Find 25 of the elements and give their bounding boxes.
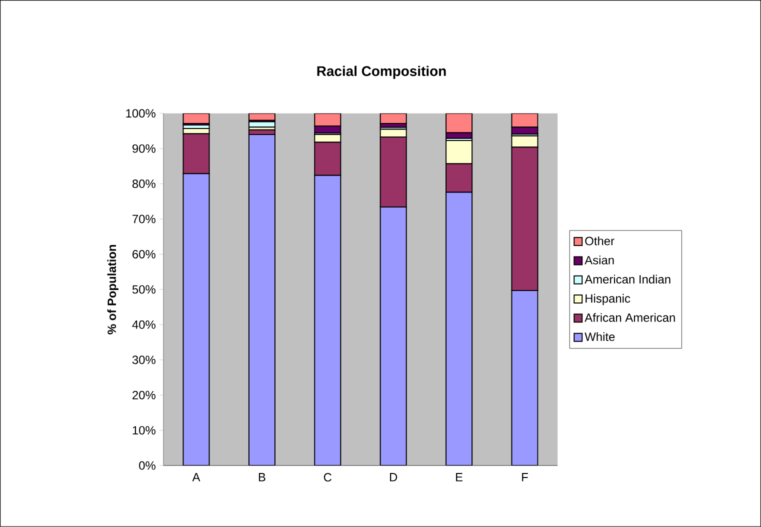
y-tick-label: 40% — [132, 320, 156, 329]
legend-label: American Indian — [584, 274, 670, 284]
x-tick-label: C — [324, 473, 332, 482]
y-tick-label: 60% — [132, 250, 156, 259]
x-tick-label: E — [456, 473, 463, 482]
x-tick-label: F — [522, 473, 528, 482]
chart-title: Racial Composition — [317, 66, 446, 79]
legend-label: African American — [584, 313, 675, 322]
legend-label: Other — [585, 236, 614, 246]
y-tick-label: 50% — [132, 285, 156, 294]
y-tick-label: 20% — [132, 390, 156, 400]
y-tick-label: 80% — [132, 180, 156, 188]
y-tick-label: 90% — [132, 144, 156, 153]
y-axis-title: % of Population — [107, 245, 118, 334]
legend-label: Hispanic — [586, 294, 630, 306]
y-tick-label: 70% — [132, 214, 156, 224]
x-tick-label: B — [258, 473, 266, 482]
x-tick-label: D — [390, 473, 398, 482]
legend-label: White — [584, 332, 615, 342]
y-tick-label: 10% — [132, 426, 156, 435]
y-tick-label: 30% — [132, 356, 156, 364]
x-tick-label: A — [192, 473, 200, 482]
y-tick-label: 100% — [126, 109, 156, 118]
legend-label: Asian — [584, 256, 614, 264]
y-tick-label: 0% — [139, 461, 156, 470]
